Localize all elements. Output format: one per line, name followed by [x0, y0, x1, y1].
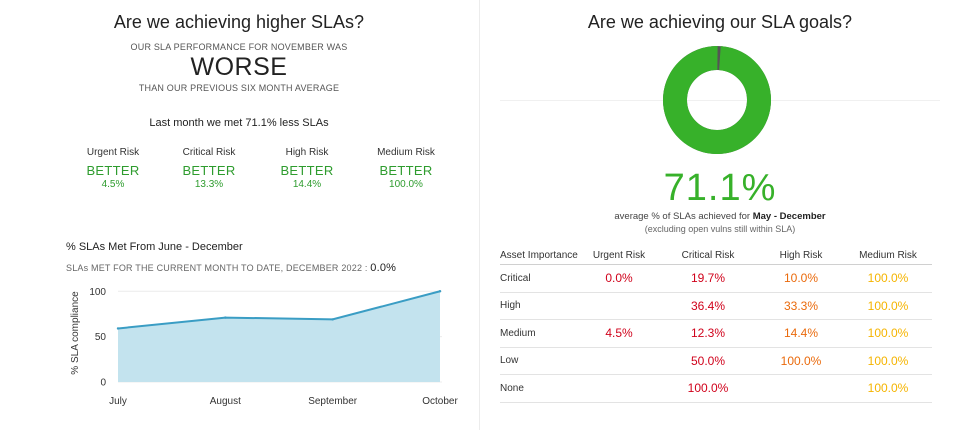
sla-matrix-table: Asset Importance Urgent Risk Critical Ri…: [500, 250, 932, 403]
header-high-risk: High Risk: [758, 250, 844, 265]
risk-status: BETTER: [86, 163, 140, 178]
table-cell: 100.0%: [844, 347, 932, 375]
left-panel-title: Are we achieving higher SLAs?: [113, 12, 365, 32]
data-point: [331, 318, 334, 321]
table-cell: 4.5%: [580, 319, 658, 348]
table-cell: 12.3%: [658, 319, 758, 348]
risk-label: Critical Risk: [182, 147, 236, 158]
performance-intro: OUR SLA PERFORMANCE FOR NOVEMBER WAS: [130, 42, 348, 52]
chart-subtitle: SLAs MET FOR THE CURRENT MONTH TO DATE, …: [66, 262, 396, 274]
table-row: Critical 0.0% 19.7% 10.0% 100.0%: [500, 264, 932, 293]
table-cell: 100.0%: [844, 374, 932, 403]
risk-summary-urgent: Urgent Risk BETTER 4.5%: [68, 147, 158, 190]
row-label: None: [500, 374, 580, 403]
table-cell: 100.0%: [844, 292, 932, 320]
y-tick-label: 50: [95, 332, 107, 343]
table-header-row: Asset Importance Urgent Risk Critical Ri…: [500, 250, 932, 265]
row-label: Medium: [500, 319, 580, 348]
header-medium-risk: Medium Risk: [844, 250, 932, 265]
table-cell: 33.3%: [758, 292, 844, 320]
table-cell: 10.0%: [758, 264, 844, 293]
table-cell: 100.0%: [658, 374, 758, 403]
risk-summary-critical: Critical Risk BETTER 13.3%: [164, 147, 254, 190]
table-row: High 36.4% 33.3% 100.0%: [500, 292, 932, 320]
table-cell: [580, 292, 658, 320]
average-caption-range: May - December: [752, 211, 826, 222]
table-cell: [580, 347, 658, 375]
data-point: [438, 290, 442, 293]
chart-title: % SLAs Met From June - December: [66, 241, 243, 253]
y-tick-label: 0: [100, 378, 106, 389]
performance-verdict: WORSE: [190, 53, 288, 81]
row-label: High: [500, 292, 580, 320]
header-asset-importance: Asset Importance: [500, 250, 580, 265]
table-cell: 50.0%: [658, 347, 758, 375]
last-month-summary: Last month we met 71.1% less SLAs: [149, 117, 329, 129]
risk-percent: 13.3%: [194, 179, 224, 190]
performance-outro: THAN OUR PREVIOUS SIX MONTH AVERAGE: [138, 83, 340, 93]
sla-achieved-percent: 71.1%: [663, 167, 777, 209]
risk-percent: 14.4%: [292, 179, 322, 190]
table-row: Low 50.0% 100.0% 100.0%: [500, 347, 932, 375]
chart-subtitle-label: SLAs MET FOR THE CURRENT MONTH TO DATE, …: [66, 263, 368, 273]
row-label: Low: [500, 347, 580, 375]
header-urgent-risk: Urgent Risk: [580, 250, 658, 265]
x-tick-label: July: [109, 396, 127, 407]
series-area: [118, 291, 440, 382]
x-tick-label: October: [422, 396, 458, 407]
x-tick-label: August: [210, 396, 241, 407]
risk-status: BETTER: [182, 163, 236, 178]
table-row: Medium 4.5% 12.3% 14.4% 100.0%: [500, 319, 932, 348]
current-month-value: 0.0%: [370, 262, 397, 274]
risk-status: BETTER: [280, 163, 334, 178]
sla-area-chart: 0 50 100 July August September October % SLA co…: [70, 287, 458, 407]
table-cell: 14.4%: [758, 319, 844, 348]
data-point: [224, 316, 227, 319]
row-label: Critical: [500, 264, 580, 293]
table-cell: 100.0%: [844, 264, 932, 293]
header-critical-risk: Critical Risk: [658, 250, 758, 265]
risk-summary-medium: Medium Risk BETTER 100.0%: [361, 147, 451, 190]
risk-summary-high: High Risk BETTER 14.4%: [262, 147, 352, 190]
risk-label: Medium Risk: [377, 147, 435, 158]
table-cell: 19.7%: [658, 264, 758, 293]
table-cell: [580, 374, 658, 403]
right-panel-title: Are we achieving our SLA goals?: [587, 12, 853, 32]
risk-percent: 4.5%: [101, 179, 125, 190]
y-tick-label: 100: [89, 287, 106, 298]
x-tick-label: September: [308, 396, 358, 407]
table-cell: 0.0%: [580, 264, 658, 293]
donut-divider: [500, 100, 940, 101]
exclusion-note: (excluding open vulns still within SLA): [644, 224, 796, 234]
table-cell: 100.0%: [844, 319, 932, 348]
donut-value-arc: [663, 46, 771, 154]
risk-label: Urgent Risk: [86, 147, 140, 158]
sla-trend-panel: Are we achieving higher SLAs? OUR SLA PE…: [0, 0, 478, 430]
average-caption: average % of SLAs achieved for May - Dec…: [480, 211, 960, 222]
table-cell: 100.0%: [758, 347, 844, 375]
sla-donut-chart: [663, 46, 771, 154]
sla-goals-panel: Are we achieving our SLA goals? 71.1% av…: [479, 0, 960, 430]
risk-label: High Risk: [285, 147, 329, 158]
risk-status: BETTER: [379, 163, 433, 178]
table-cell: 36.4%: [658, 292, 758, 320]
y-axis-label: % SLA compliance: [70, 291, 81, 375]
risk-percent: 100.0%: [389, 179, 423, 190]
table-cell: [758, 374, 844, 403]
data-point: [116, 327, 120, 330]
series-line: [117, 290, 441, 330]
table-row: None 100.0% 100.0%: [500, 374, 932, 403]
average-caption-text: average % of SLAs achieved for: [614, 211, 751, 222]
